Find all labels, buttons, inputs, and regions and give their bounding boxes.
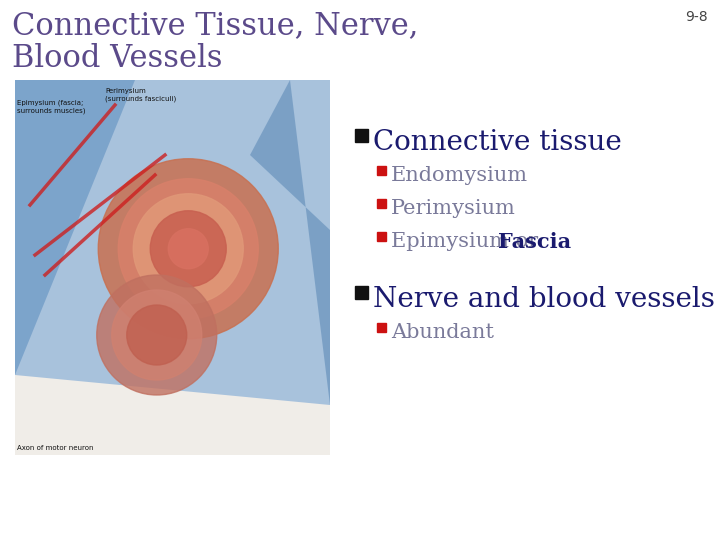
Text: Perimysium
(surrounds fasciculi): Perimysium (surrounds fasciculi) — [105, 88, 176, 102]
Text: Connective Tissue, Nerve,: Connective Tissue, Nerve, — [12, 10, 418, 41]
Text: Epimysium (fascia;
surrounds muscles): Epimysium (fascia; surrounds muscles) — [17, 100, 86, 114]
Text: Connective tissue: Connective tissue — [373, 129, 622, 156]
Circle shape — [133, 194, 243, 303]
Text: Endomysium: Endomysium — [391, 166, 528, 185]
Bar — [377, 232, 386, 241]
Circle shape — [96, 275, 217, 395]
Text: 9-8: 9-8 — [685, 10, 708, 24]
Polygon shape — [15, 80, 135, 375]
Text: Abundant: Abundant — [391, 323, 494, 342]
Polygon shape — [250, 80, 330, 405]
Text: Nerve and blood vessels: Nerve and blood vessels — [373, 286, 715, 313]
Text: Perimysium: Perimysium — [391, 199, 516, 218]
Text: Axon of motor neuron: Axon of motor neuron — [17, 445, 94, 451]
Circle shape — [168, 229, 208, 269]
Circle shape — [112, 290, 202, 380]
FancyBboxPatch shape — [15, 80, 330, 455]
Text: Fascia: Fascia — [498, 232, 571, 252]
Bar — [355, 286, 368, 299]
Circle shape — [118, 179, 258, 319]
Bar — [355, 129, 368, 142]
Bar — [377, 323, 386, 332]
Bar — [377, 199, 386, 208]
Text: Epimysium or: Epimysium or — [391, 232, 545, 251]
Text: Blood Vessels: Blood Vessels — [12, 43, 222, 74]
Polygon shape — [15, 80, 330, 405]
Circle shape — [150, 211, 226, 287]
Bar — [377, 166, 386, 175]
Circle shape — [98, 159, 278, 339]
Circle shape — [127, 305, 186, 365]
